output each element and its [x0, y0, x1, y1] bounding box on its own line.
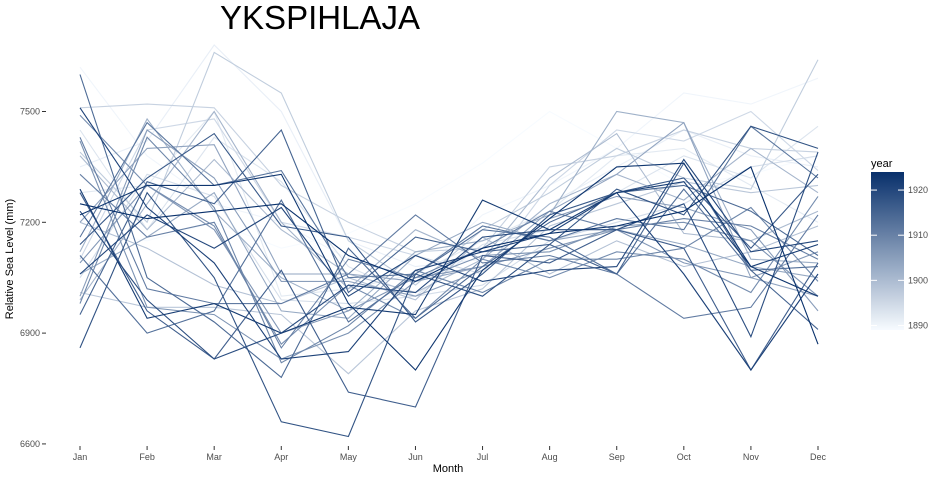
x-axis-title: Month — [433, 463, 464, 475]
y-tick-label: 7200 — [20, 217, 40, 227]
y-axis-title: Relative Sea Level (mm) — [4, 199, 16, 319]
series-line-1893 — [79, 125, 819, 297]
series-line-1906 — [79, 184, 819, 334]
legend-title: year — [871, 158, 893, 170]
series-line-1910 — [79, 173, 819, 349]
x-tick-label: Mar — [206, 452, 222, 462]
series-line-1908 — [79, 114, 819, 346]
x-tick-label: Sep — [609, 452, 625, 462]
legend-tick-label: 1900 — [908, 275, 928, 285]
x-tick-label: May — [340, 452, 358, 462]
series-line-1924 — [79, 166, 819, 345]
series-line-1923 — [79, 162, 819, 371]
series-line-1918 — [79, 125, 819, 438]
x-tick-label: Jan — [73, 452, 88, 462]
series-line-1905 — [79, 129, 819, 312]
legend-colorbar — [871, 172, 904, 330]
series-line-1909 — [79, 136, 819, 364]
series-line-1898 — [79, 181, 819, 375]
series-line-1894 — [79, 155, 819, 305]
y-tick-label: 7500 — [20, 106, 40, 116]
x-tick-label: Aug — [542, 452, 558, 462]
legend-ticks: 1890 1900 1910 1920 — [871, 185, 928, 330]
series-line-1917 — [79, 132, 819, 323]
series-line-1921 — [79, 107, 819, 371]
legend: year 1890 1900 1910 1920 — [871, 158, 928, 330]
series-line-1900 — [79, 132, 819, 294]
x-axis: Jan Feb Mar Apr May Jun Jul Aug Sep Oct Nov Dec — [73, 446, 827, 462]
plot-area — [79, 44, 819, 438]
x-tick-label: Dec — [810, 452, 827, 462]
chart-title: YKSPIHLAJA — [220, 0, 420, 36]
y-tick-label: 6900 — [20, 328, 40, 338]
x-tick-label: Feb — [139, 452, 155, 462]
series-line-1922 — [79, 181, 819, 334]
series-line-1911 — [79, 137, 819, 319]
x-tick-label: Jul — [477, 452, 489, 462]
x-tick-label: Oct — [677, 452, 692, 462]
series-line-1912 — [79, 121, 819, 279]
y-axis: 6600 6900 7200 7500 — [20, 106, 46, 449]
series-group — [79, 44, 819, 438]
legend-tick-label: 1910 — [908, 230, 928, 240]
legend-tick-label: 1890 — [908, 320, 928, 330]
x-tick-label: Nov — [743, 452, 760, 462]
series-line-1920 — [79, 158, 819, 297]
series-line-1916 — [79, 192, 819, 408]
x-tick-label: Apr — [274, 452, 288, 462]
y-tick-label: 6600 — [20, 439, 40, 449]
series-line-1904 — [79, 121, 819, 297]
x-tick-label: Jun — [408, 452, 423, 462]
legend-tick-label: 1920 — [908, 185, 928, 195]
